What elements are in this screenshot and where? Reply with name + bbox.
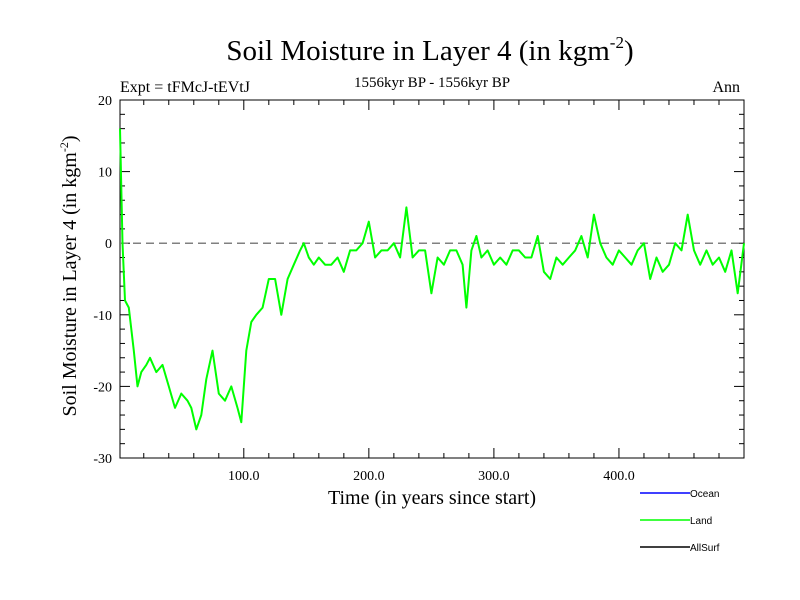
y-tick-label: 20 [98,94,112,109]
legend: Ocean Land AllSurf [640,489,720,554]
land-series-line [119,128,745,431]
experiment-label: Expt = tFMcJ-tEVtJ [120,79,250,96]
y-tick-label: -10 [93,309,112,324]
y-tick-label: 10 [98,166,112,181]
y-tick-label: -20 [93,380,112,395]
legend-label: Land [690,516,712,527]
legend-label: AllSurf [690,543,720,554]
legend-label: Ocean [690,489,719,500]
x-tick-label: 100.0 [228,469,260,484]
x-tick-label: 300.0 [478,469,510,484]
x-tick-label: 400.0 [603,469,635,484]
plot-frame [119,99,745,459]
x-axis: 100.0 200.0 300.0 400.0 [143,100,720,484]
season-label: Ann [712,79,740,96]
x-tick-label: 200.0 [353,469,385,484]
y-axis-label: Soil Moisture in Layer 4 (in kgm-2) [57,135,81,416]
x-axis-label: Time (in years since start) [328,487,536,509]
chart-title: Soil Moisture in Layer 4 (in kgm-2) [226,33,633,67]
y-tick-label: -30 [93,452,112,467]
y-axis: -30 -20 -10 0 10 20 [93,94,744,467]
time-range-label: 1556kyr BP - 1556kyr BP [354,75,510,91]
y-tick-label: 0 [105,237,112,252]
